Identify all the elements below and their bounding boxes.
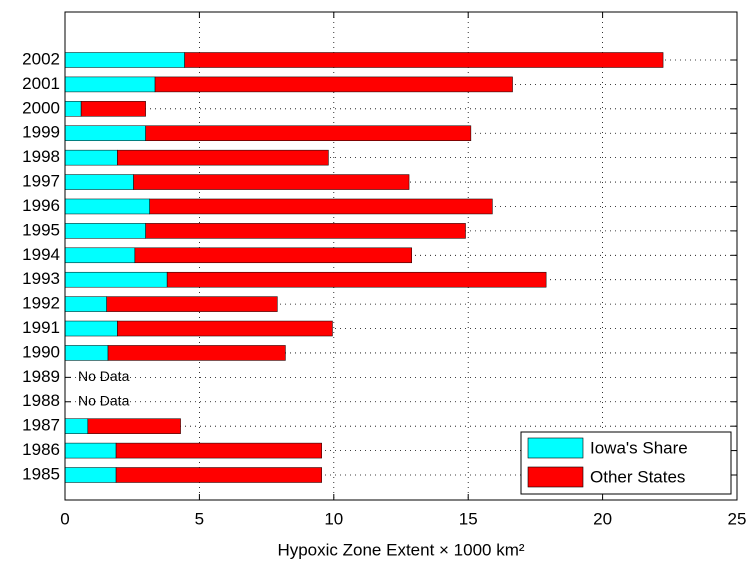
bar <box>87 418 181 434</box>
bar <box>64 320 118 337</box>
legend-label: Iowa's Share <box>590 438 688 457</box>
bar <box>133 174 410 190</box>
legend-swatch <box>527 437 584 459</box>
bar <box>64 467 117 483</box>
bar <box>64 442 117 459</box>
bar <box>145 223 466 239</box>
annotation: No Data <box>78 392 130 408</box>
bar <box>117 149 329 166</box>
bar <box>64 345 109 361</box>
annotation: No Data <box>78 368 130 384</box>
bar <box>117 320 333 337</box>
y-tick-label: 1997 <box>22 172 60 191</box>
bar <box>64 76 156 93</box>
bar <box>64 271 168 288</box>
x-tick-label: 20 <box>593 509 612 528</box>
y-tick-label: 1989 <box>22 367 60 386</box>
y-tick-label: 1986 <box>22 440 60 459</box>
legend-swatch <box>527 466 584 488</box>
y-tick-label: 1995 <box>22 220 60 239</box>
x-axis-label: Hypoxic Zone Extent × 1000 km² <box>277 540 524 559</box>
bar <box>134 247 413 264</box>
bar <box>64 174 134 190</box>
bar <box>64 223 146 239</box>
bar <box>64 198 150 215</box>
x-tick-label: 0 <box>60 509 69 528</box>
y-tick-label: 1991 <box>22 318 60 337</box>
x-tick-label: 25 <box>728 509 747 528</box>
y-tick-label: 2000 <box>22 98 60 117</box>
y-tick-label: 1990 <box>22 342 60 361</box>
y-tick-label: 2002 <box>22 49 60 68</box>
bar <box>107 345 286 361</box>
bar <box>64 247 136 264</box>
y-tick-label: 1994 <box>22 245 60 264</box>
bar <box>115 467 322 483</box>
bar <box>145 125 472 141</box>
y-tick-label: 1992 <box>22 294 60 313</box>
bar <box>64 149 118 166</box>
bar <box>154 76 513 93</box>
bar <box>106 296 278 312</box>
bar <box>64 418 89 434</box>
bar <box>64 296 107 312</box>
bar <box>64 125 146 141</box>
y-tick-label: 1993 <box>22 269 60 288</box>
x-tick-label: 10 <box>324 509 343 528</box>
y-tick-label: 1998 <box>22 147 60 166</box>
bar <box>149 198 493 215</box>
plot-frame <box>64 11 738 501</box>
legend-label: Other States <box>590 467 685 486</box>
y-tick-label: 1985 <box>22 464 60 483</box>
bar <box>184 52 664 68</box>
y-tick-label: 1996 <box>22 196 60 215</box>
y-tick-label: 2001 <box>22 74 60 93</box>
x-tick-label: 15 <box>459 509 478 528</box>
y-tick-label: 1988 <box>22 391 60 410</box>
x-tick-label: 5 <box>195 509 204 528</box>
bar <box>64 101 82 117</box>
bar <box>64 52 185 68</box>
bar <box>80 101 146 117</box>
bar <box>115 442 322 459</box>
bar <box>166 271 547 288</box>
y-tick-label: 1999 <box>22 123 60 142</box>
y-tick-label: 1987 <box>22 416 60 435</box>
